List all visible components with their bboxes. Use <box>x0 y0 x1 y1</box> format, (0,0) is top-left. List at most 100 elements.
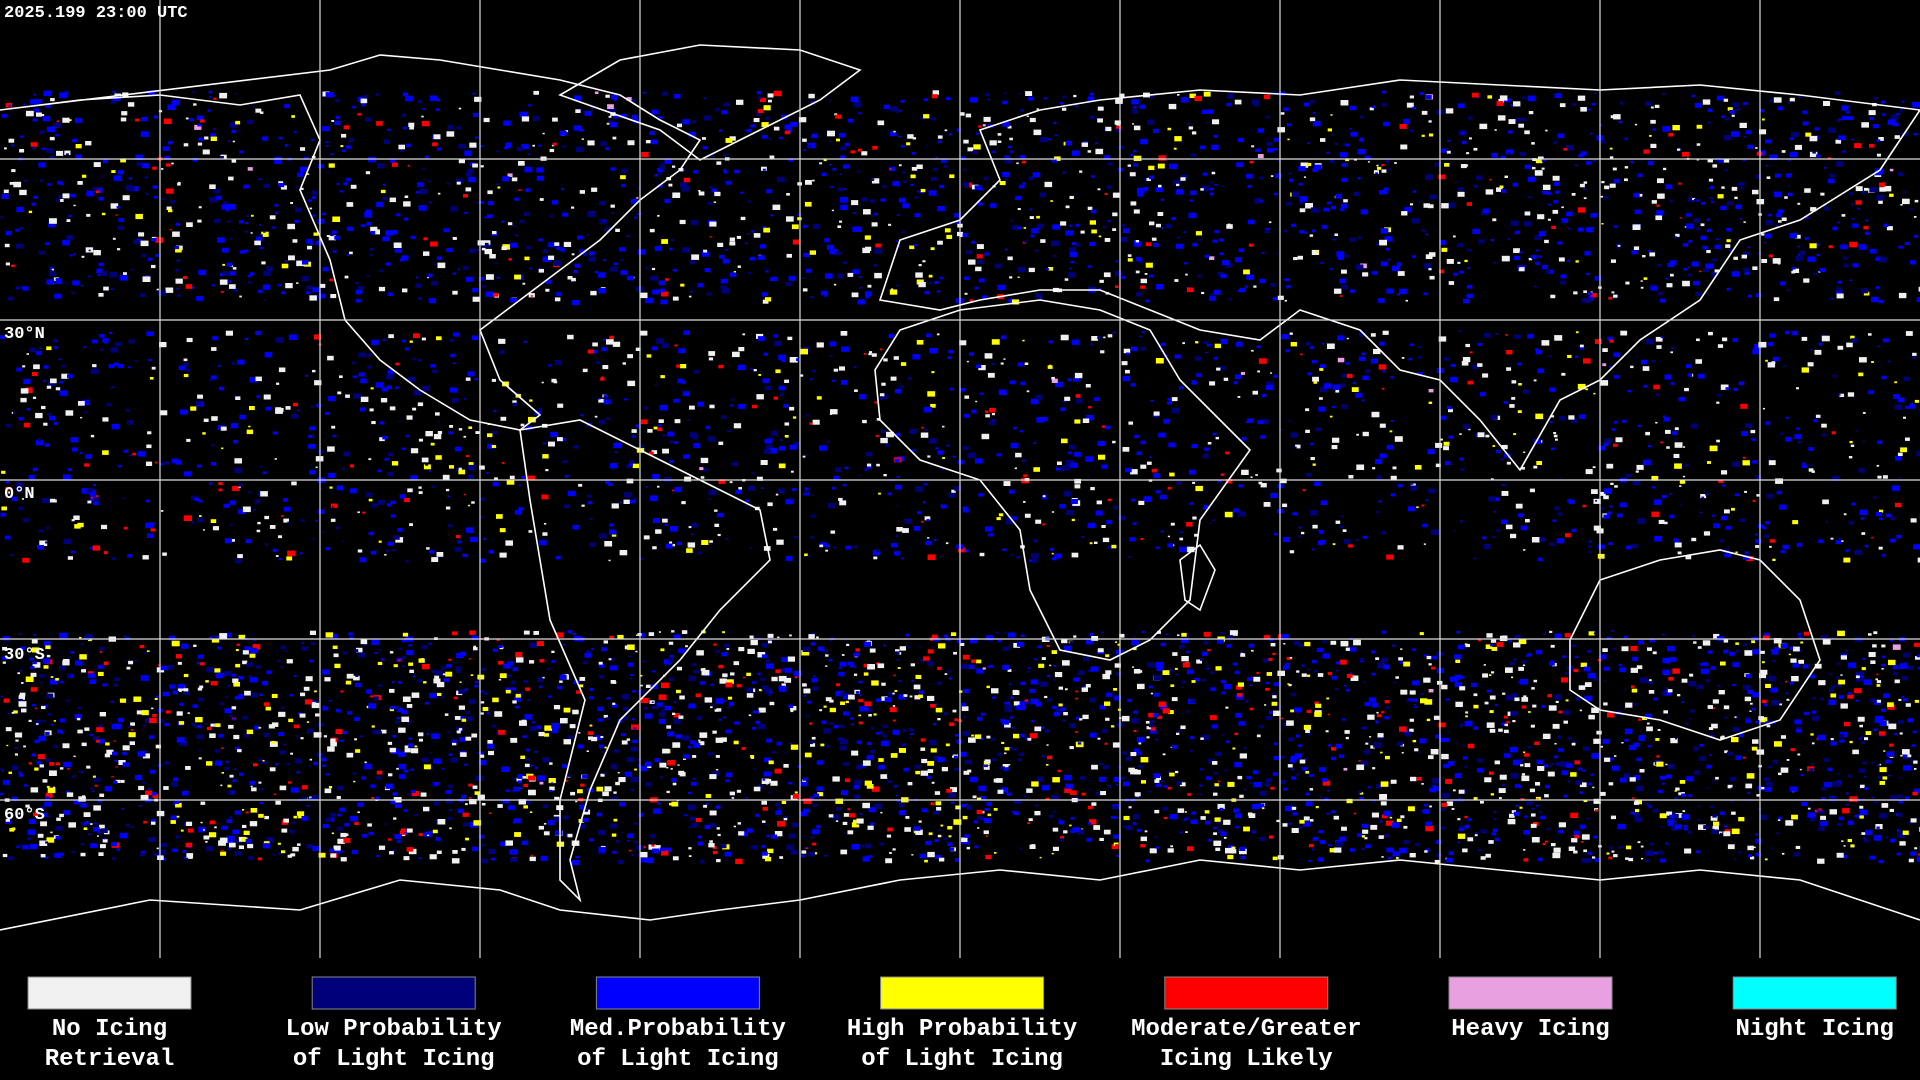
icing-pixel <box>1070 260 1075 264</box>
icing-pixel <box>1511 810 1516 814</box>
icing-pixel <box>336 785 344 791</box>
icing-pixel <box>1104 192 1108 195</box>
icing-pixel <box>1290 432 1299 438</box>
icing-pixel <box>522 282 526 285</box>
icing-pixel <box>902 230 906 234</box>
icing-pixel <box>398 727 406 733</box>
icing-pixel <box>159 463 163 466</box>
icing-pixel <box>1191 444 1197 448</box>
icing-pixel <box>545 288 550 292</box>
icing-pixel <box>786 253 792 258</box>
icing-pixel <box>803 253 809 258</box>
icing-pixel <box>238 483 243 487</box>
icing-pixel <box>1843 557 1851 563</box>
icing-pixel <box>53 720 56 722</box>
icing-pixel <box>19 149 25 153</box>
icing-pixel <box>28 210 33 214</box>
icing-pixel <box>775 493 779 496</box>
icing-pixel <box>862 247 870 254</box>
icing-pixel <box>767 502 773 507</box>
icing-pixel <box>332 216 341 222</box>
icing-pixel <box>1089 92 1094 96</box>
icing-pixel <box>756 112 761 116</box>
icing-pixel <box>1483 664 1486 666</box>
icing-pixel <box>1726 287 1731 291</box>
icing-pixel <box>630 199 638 204</box>
icing-pixel <box>615 228 620 232</box>
icing-pixel <box>1289 550 1295 554</box>
icing-pixel <box>679 695 685 700</box>
icing-pixel <box>1854 549 1863 555</box>
icing-pixel <box>94 784 98 787</box>
icing-pixel <box>421 337 426 341</box>
icing-pixel <box>1074 419 1081 424</box>
icing-pixel <box>282 498 288 502</box>
icing-pixel <box>1055 467 1061 471</box>
icing-pixel <box>343 125 350 130</box>
icing-pixel <box>1549 542 1555 546</box>
icing-pixel <box>1454 682 1462 688</box>
icing-pixel <box>1062 95 1067 99</box>
icing-pixel <box>499 552 507 558</box>
icing-pixel <box>1396 857 1399 859</box>
icing-pixel <box>620 270 628 275</box>
icing-pixel <box>976 254 983 259</box>
icing-pixel <box>1756 293 1762 297</box>
icing-pixel <box>627 839 630 842</box>
icing-pixel <box>1608 757 1613 761</box>
icing-pixel <box>1149 221 1155 226</box>
icing-pixel <box>1429 252 1436 257</box>
icing-pixel <box>1855 200 1862 205</box>
icing-pixel <box>1050 200 1053 202</box>
icing-pixel <box>23 103 26 106</box>
icing-pixel <box>1098 235 1102 238</box>
icing-pixel <box>1654 852 1658 855</box>
icing-pixel <box>342 149 346 152</box>
icing-pixel <box>770 431 778 436</box>
icing-pixel <box>1266 672 1272 676</box>
icing-pixel <box>829 164 832 166</box>
icing-pixel <box>931 781 935 784</box>
icing-pixel <box>820 290 828 296</box>
icing-pixel <box>514 696 522 702</box>
icing-pixel <box>128 660 134 665</box>
icing-pixel <box>571 277 576 282</box>
icing-pixel <box>631 429 637 433</box>
icing-pixel <box>66 235 74 241</box>
icing-pixel <box>225 330 233 336</box>
icing-pixel <box>1346 373 1353 378</box>
icing-pixel <box>773 90 782 97</box>
icing-pixel <box>280 185 287 190</box>
icing-pixel <box>370 387 374 390</box>
icing-pixel <box>1033 467 1040 472</box>
icing-pixel <box>43 422 48 426</box>
icing-pixel <box>1901 132 1908 137</box>
icing-pixel <box>1007 125 1012 129</box>
icing-pixel <box>957 459 965 465</box>
icing-pixel <box>35 351 42 355</box>
icing-pixel <box>89 679 97 684</box>
icing-pixel <box>671 489 675 492</box>
icing-pixel <box>937 290 941 293</box>
icing-pixel <box>1019 155 1025 159</box>
icing-pixel <box>29 657 34 661</box>
icing-pixel <box>123 272 127 275</box>
icing-pixel <box>1491 646 1498 651</box>
icing-pixel <box>978 365 986 371</box>
icing-pixel <box>1051 378 1058 383</box>
icing-pixel <box>687 804 696 810</box>
icing-pixel <box>1767 362 1776 368</box>
icing-pixel <box>1876 680 1882 684</box>
icing-pixel <box>229 816 232 818</box>
icing-pixel <box>528 530 533 533</box>
icing-pixel <box>613 262 618 266</box>
icing-pixel <box>81 255 85 258</box>
icing-pixel <box>458 144 466 149</box>
icing-pixel <box>488 849 496 855</box>
icing-pixel <box>571 253 575 256</box>
icing-pixel <box>753 369 757 372</box>
icing-pixel <box>468 426 473 429</box>
icing-pixel <box>1613 114 1621 120</box>
icing-pixel <box>239 220 244 224</box>
icing-pixel <box>785 499 793 505</box>
